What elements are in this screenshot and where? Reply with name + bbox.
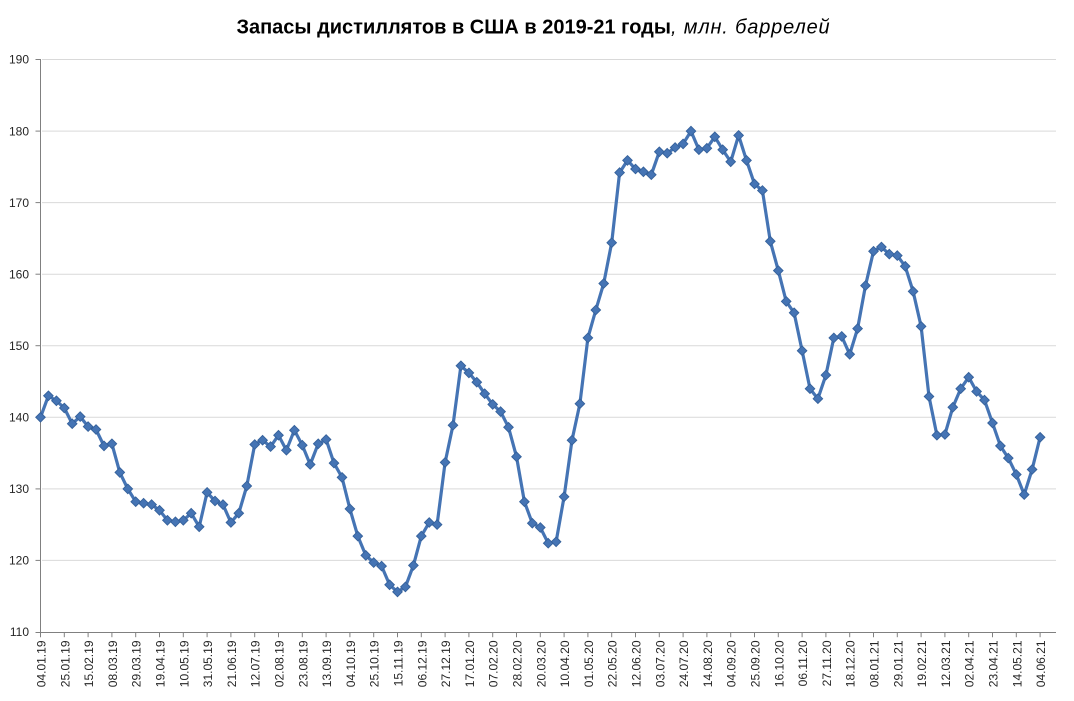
svg-text:12.07.19: 12.07.19 <box>249 640 263 687</box>
svg-text:12.06.20: 12.06.20 <box>630 640 644 687</box>
svg-text:150: 150 <box>9 339 29 353</box>
svg-text:02.04.21: 02.04.21 <box>963 640 977 687</box>
svg-text:170: 170 <box>9 196 29 210</box>
svg-text:08.03.19: 08.03.19 <box>106 640 120 687</box>
svg-text:06.12.19: 06.12.19 <box>415 640 429 687</box>
svg-text:21.06.19: 21.06.19 <box>225 640 239 687</box>
svg-text:24.07.20: 24.07.20 <box>677 640 691 687</box>
svg-text:27.12.19: 27.12.19 <box>439 640 453 687</box>
svg-text:22.05.20: 22.05.20 <box>606 640 620 687</box>
svg-text:19.02.21: 19.02.21 <box>915 640 929 687</box>
svg-text:190: 190 <box>9 53 29 67</box>
svg-text:31.05.19: 31.05.19 <box>201 640 215 687</box>
svg-text:140: 140 <box>9 411 29 425</box>
svg-text:27.11.20: 27.11.20 <box>820 640 834 686</box>
svg-text:10.05.19: 10.05.19 <box>177 640 191 687</box>
svg-text:29.03.19: 29.03.19 <box>130 640 144 687</box>
svg-text:120: 120 <box>9 554 29 568</box>
svg-text:110: 110 <box>10 625 29 639</box>
svg-text:19.04.19: 19.04.19 <box>154 640 168 687</box>
svg-text:14.08.20: 14.08.20 <box>701 640 715 687</box>
svg-text:01.05.20: 01.05.20 <box>582 640 596 687</box>
svg-text:16.10.20: 16.10.20 <box>772 640 786 687</box>
svg-text:Запасы дистиллятов в США в 201: Запасы дистиллятов в США в 2019-21 годы,… <box>236 17 830 39</box>
svg-text:10.04.20: 10.04.20 <box>558 640 572 687</box>
svg-text:15.11.19: 15.11.19 <box>392 640 406 686</box>
svg-text:23.04.21: 23.04.21 <box>987 640 1001 687</box>
svg-text:17.01.20: 17.01.20 <box>463 640 477 687</box>
svg-text:25.10.19: 25.10.19 <box>368 640 382 687</box>
svg-text:25.09.20: 25.09.20 <box>749 640 763 687</box>
svg-text:06.11.20: 06.11.20 <box>796 640 810 686</box>
svg-text:03.07.20: 03.07.20 <box>653 640 667 687</box>
svg-text:130: 130 <box>9 482 29 496</box>
svg-text:180: 180 <box>9 124 29 138</box>
svg-text:04.06.21: 04.06.21 <box>1034 640 1048 687</box>
svg-text:07.02.20: 07.02.20 <box>487 640 501 687</box>
svg-text:25.01.19: 25.01.19 <box>58 640 72 687</box>
svg-text:15.02.19: 15.02.19 <box>82 640 96 687</box>
svg-text:12.03.21: 12.03.21 <box>939 640 953 687</box>
svg-text:20.03.20: 20.03.20 <box>534 640 548 687</box>
svg-text:04.01.19: 04.01.19 <box>35 640 49 687</box>
svg-text:160: 160 <box>9 267 29 281</box>
svg-text:14.05.21: 14.05.21 <box>1010 640 1024 687</box>
svg-text:04.10.19: 04.10.19 <box>344 640 358 687</box>
svg-text:28.02.20: 28.02.20 <box>511 640 525 687</box>
svg-text:29.01.21: 29.01.21 <box>891 640 905 687</box>
svg-text:02.08.19: 02.08.19 <box>273 640 287 687</box>
svg-text:23.08.19: 23.08.19 <box>296 640 310 687</box>
svg-text:18.12.20: 18.12.20 <box>844 640 858 687</box>
svg-text:04.09.20: 04.09.20 <box>725 640 739 687</box>
svg-text:13.09.19: 13.09.19 <box>320 640 334 687</box>
svg-text:08.01.21: 08.01.21 <box>868 640 882 687</box>
